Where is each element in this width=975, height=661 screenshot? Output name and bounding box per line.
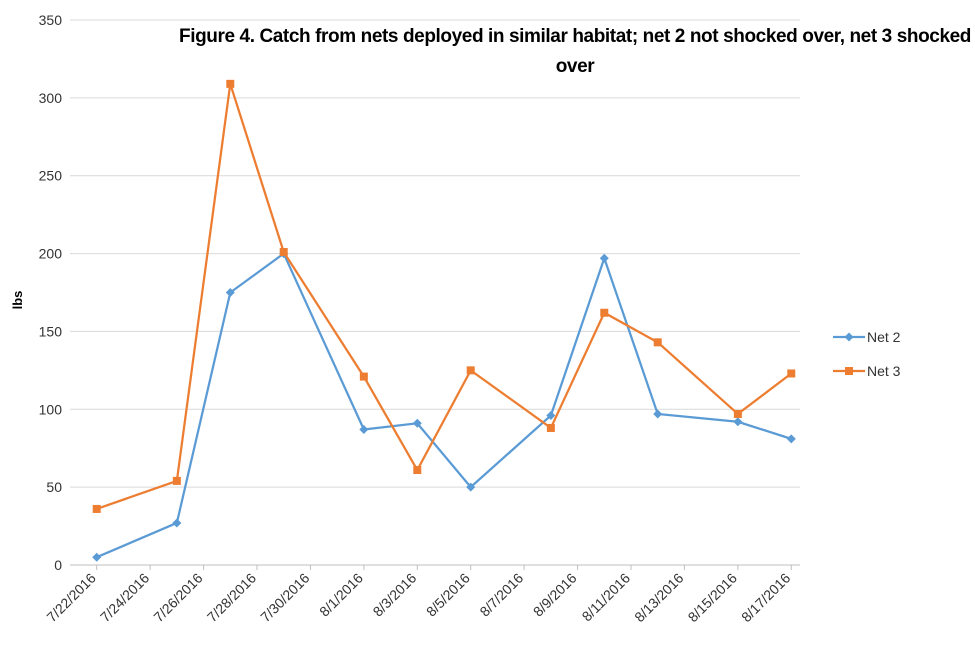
marker — [226, 79, 235, 88]
marker — [787, 369, 796, 378]
marker — [653, 338, 662, 347]
marker — [599, 253, 609, 263]
x-tick-label: 8/15/2016 — [685, 570, 741, 626]
marker — [733, 417, 743, 427]
x-tick-label: 8/7/2016 — [476, 570, 526, 620]
chart-title: Figure 4. Catch from nets deployed in si… — [178, 26, 971, 77]
marker — [359, 372, 368, 381]
marker — [172, 476, 181, 485]
x-tick-label: 8/5/2016 — [423, 570, 473, 620]
y-tick-label: 50 — [46, 479, 62, 495]
x-tick-label: 7/26/2016 — [150, 570, 206, 626]
y-tick-label: 200 — [39, 246, 63, 262]
marker — [413, 466, 422, 475]
legend-label: Net 2 — [867, 329, 901, 345]
y-tick-label: 100 — [39, 401, 63, 417]
marker — [92, 504, 101, 513]
y-tick-label: 300 — [39, 90, 63, 106]
marker — [600, 308, 609, 317]
legend-marker — [844, 332, 854, 342]
marker — [225, 288, 235, 297]
series-line — [96, 83, 792, 511]
x-tick-label: 7/30/2016 — [257, 570, 313, 626]
x-tick-label: 8/17/2016 — [738, 570, 794, 626]
x-tick-label: 8/1/2016 — [316, 570, 366, 620]
y-tick-label: 350 — [39, 12, 63, 28]
x-tick-label: 7/24/2016 — [97, 570, 153, 626]
marker — [653, 409, 663, 419]
marker — [172, 518, 182, 528]
marker — [412, 418, 422, 428]
marker — [546, 423, 555, 432]
x-tick-label: 7/22/2016 — [43, 570, 99, 626]
legend-label: Net 3 — [867, 363, 901, 379]
y-tick-label: 0 — [54, 557, 62, 573]
x-tick-label: 7/28/2016 — [204, 570, 260, 626]
marker — [279, 248, 288, 257]
marker — [92, 552, 102, 562]
x-tick-label: 8/11/2016 — [578, 570, 633, 625]
legend-marker — [845, 367, 853, 375]
x-tick-label: 8/3/2016 — [370, 570, 420, 620]
marker — [359, 425, 369, 435]
x-tick-label: 8/9/2016 — [530, 570, 580, 620]
marker — [786, 434, 796, 444]
y-tick-label: 250 — [39, 168, 63, 184]
y-tick-label: 150 — [39, 323, 63, 339]
y-axis-label: lbs — [10, 291, 25, 310]
x-tick-label: 8/13/2016 — [631, 570, 687, 626]
marker — [466, 366, 475, 375]
marker — [466, 482, 476, 492]
marker — [546, 411, 556, 421]
marker — [733, 409, 742, 418]
series-line — [96, 251, 792, 559]
